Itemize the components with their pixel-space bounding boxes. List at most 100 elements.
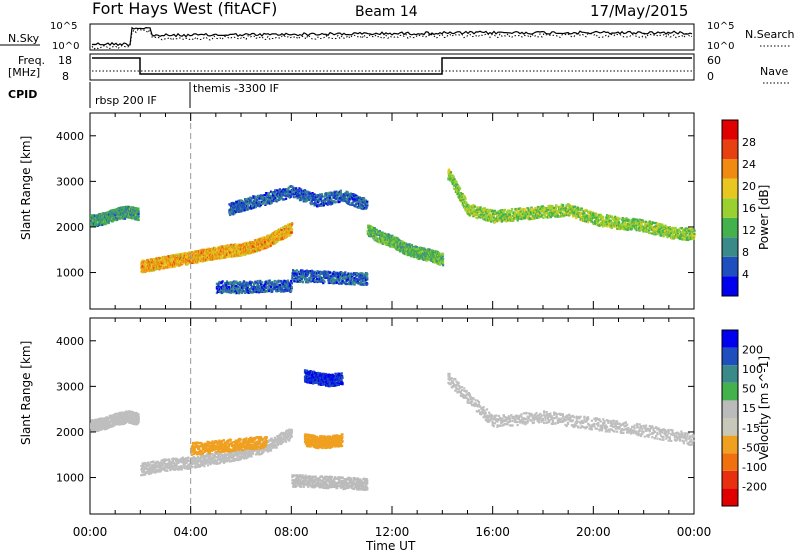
data-cell [291, 222, 293, 224]
data-cell [291, 228, 293, 230]
data-cell [618, 221, 620, 223]
data-cell [464, 196, 466, 198]
data-cell [629, 221, 631, 223]
data-cell [511, 208, 513, 210]
data-cell [645, 221, 647, 223]
nsky-label: N.Sky [8, 32, 40, 45]
data-cell [474, 206, 476, 208]
data-cell [137, 208, 139, 210]
data-cell [389, 245, 391, 247]
cpid-segment-1: rbsp 200 IF [95, 94, 157, 107]
data-cell [125, 210, 127, 212]
data-cell [624, 218, 626, 220]
data-cell [541, 210, 543, 212]
data-cell [607, 225, 609, 227]
data-cell [124, 218, 126, 220]
data-cell [138, 216, 140, 218]
data-cell [478, 211, 480, 213]
data-cell [281, 229, 283, 231]
data-cell [399, 239, 401, 241]
cpid-segment-2: themis -3300 IF [193, 82, 279, 95]
data-cell [414, 254, 416, 256]
data-cell [562, 204, 564, 206]
date-label: 17/May/2015 [590, 2, 688, 20]
data-cell [604, 224, 606, 226]
data-cell [289, 234, 291, 236]
data-cell [619, 218, 621, 220]
data-cell [641, 223, 643, 225]
data-cell [527, 207, 529, 209]
data-cell [502, 219, 504, 221]
data-cell [664, 225, 666, 227]
data-cell [542, 217, 544, 219]
data-cell [442, 264, 444, 266]
data-cell [634, 218, 636, 220]
data-cell [666, 236, 668, 238]
data-cell [660, 235, 662, 237]
freq-unit: [MHz] [8, 66, 40, 79]
data-cell [624, 221, 626, 223]
data-cell [471, 208, 473, 210]
power-frame [90, 113, 694, 309]
nsky-right-tick-bottom: 10^0 [707, 41, 734, 52]
data-cell [493, 215, 495, 217]
data-cell [556, 206, 558, 208]
data-cell [514, 212, 516, 214]
freq-trace [92, 58, 692, 74]
plot-title: Fort Hays West (fitACF) [92, 0, 277, 18]
nave-label: Nave [760, 65, 788, 78]
data-cell [503, 211, 505, 213]
data-cell [450, 171, 452, 173]
data-cell [191, 251, 193, 253]
data-cell [114, 214, 116, 216]
data-cell [547, 212, 549, 214]
data-cell [442, 258, 444, 260]
data-cell [580, 212, 582, 214]
data-cell [546, 209, 548, 211]
data-cell [647, 225, 649, 227]
data-cell [459, 187, 461, 189]
data-cell [649, 232, 651, 234]
nsky-tick-bottom: 10^0 [52, 41, 79, 52]
data-cell [602, 216, 604, 218]
data-cell [595, 212, 597, 214]
freq-tick-bottom: 8 [62, 70, 69, 83]
data-cell [647, 227, 649, 229]
data-cell [574, 206, 576, 208]
data-cell [575, 217, 577, 219]
data-cell [528, 210, 530, 212]
nsky-right-tick-top: 10^5 [707, 21, 734, 32]
data-cell [291, 231, 293, 233]
data-cell [455, 181, 457, 183]
power-marks [90, 169, 696, 295]
data-cell [520, 209, 522, 211]
nsky-trace [92, 28, 692, 46]
data-cell [554, 216, 556, 218]
data-cell [548, 207, 550, 209]
data-cell [605, 221, 607, 223]
data-cell [587, 221, 589, 223]
data-cell [442, 262, 444, 264]
data-cell [547, 205, 549, 207]
cpid-label: CPID [8, 88, 37, 101]
data-cell [617, 217, 619, 219]
data-cell [476, 213, 478, 215]
freq-tick-top: 18 [58, 54, 72, 67]
nave-tick-top: 60 [707, 54, 721, 67]
nsearch-label: N.Search [745, 28, 795, 41]
data-cell [544, 213, 546, 215]
data-cell [123, 206, 125, 208]
data-cell [654, 233, 656, 235]
data-cell [534, 207, 536, 209]
data-cell [465, 198, 467, 200]
data-cell [625, 228, 627, 230]
data-cell [512, 219, 514, 221]
data-cell [485, 215, 487, 217]
nsky-tick-top: 10^5 [50, 21, 77, 32]
data-cell [595, 215, 597, 217]
data-cell [555, 208, 557, 210]
beam-label: Beam 14 [355, 4, 418, 20]
